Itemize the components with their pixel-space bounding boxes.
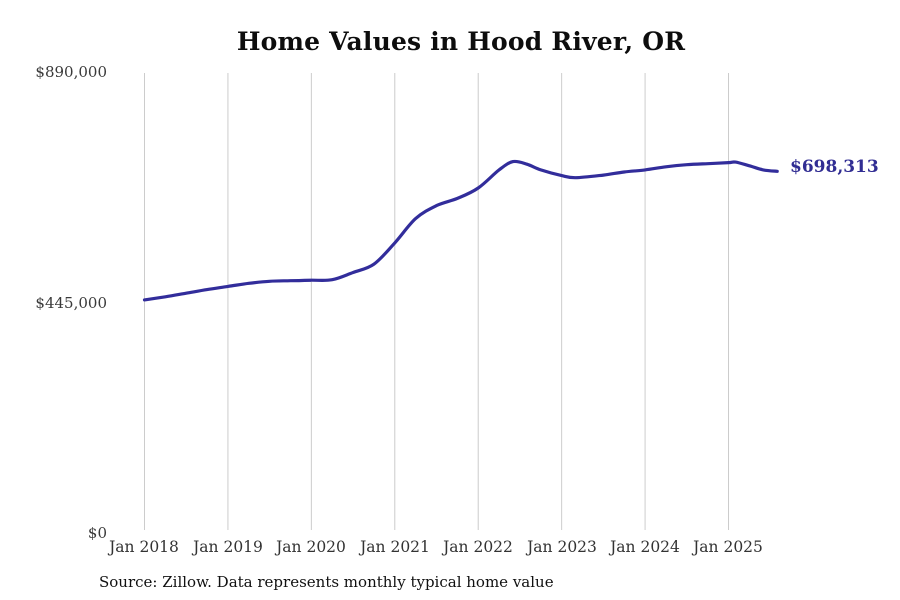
latest-value-label: $698,313 [790, 157, 879, 177]
x-tick-jan-2024: Jan 2024 [610, 538, 680, 556]
home-value-line [142, 159, 779, 302]
source-note: Source: Zillow. Data represents monthly … [99, 573, 554, 591]
x-tick-jan-2018: Jan 2018 [109, 538, 179, 556]
x-tick-jan-2022: Jan 2022 [443, 538, 513, 556]
chart-title: Home Values in Hood River, OR [236, 27, 686, 56]
y-tick-0: $0 [87, 524, 107, 542]
x-tick-jan-2023: Jan 2023 [527, 538, 597, 556]
x-tick-jan-2025: Jan 2025 [693, 538, 763, 556]
y-tick-445000: $445,000 [35, 294, 107, 312]
x-tick-jan-2019: Jan 2019 [193, 538, 263, 556]
y-tick-890000: $890,000 [35, 63, 107, 81]
x-tick-jan-2020: Jan 2020 [276, 538, 346, 556]
x-tick-jan-2021: Jan 2021 [360, 538, 430, 556]
